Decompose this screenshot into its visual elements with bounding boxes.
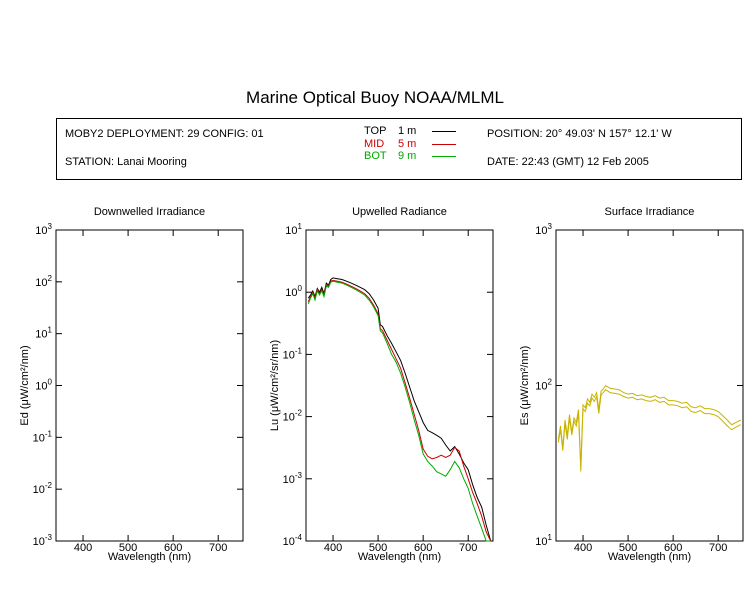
- x-tick-label: 500: [369, 542, 387, 554]
- y-tick-label: 101: [535, 533, 552, 548]
- y-tick-label: 102: [35, 274, 52, 289]
- series-line-1-2: [307, 280, 491, 542]
- series-line-2-1: [557, 389, 741, 472]
- legend-item-bot: BOT 9 m: [364, 150, 456, 162]
- info-box: MOBY2 DEPLOYMENT: 29 CONFIG: 01 STATION:…: [56, 118, 742, 180]
- x-tick-label: 500: [119, 542, 137, 554]
- y-tick-label: 10-3: [33, 533, 53, 548]
- legend-depth: 1 m: [398, 125, 417, 137]
- legend-line: [432, 155, 456, 157]
- x-axis-label: Wavelength (nm): [358, 551, 441, 563]
- y-tick-label: 101: [285, 222, 302, 237]
- y-tick-label: 10-1: [33, 429, 53, 444]
- x-tick-label: 600: [664, 542, 682, 554]
- series-line-1-1: [307, 279, 492, 542]
- date-text: DATE: 22:43 (GMT) 12 Feb 2005: [487, 156, 649, 168]
- legend-line: [432, 143, 456, 145]
- y-tick-label: 10-1: [283, 346, 303, 361]
- y-tick-label: 103: [35, 222, 52, 237]
- position-text: POSITION: 20° 49.03' N 157° 12.1' W: [487, 128, 672, 140]
- chart-title: Upwelled Radiance: [352, 206, 447, 218]
- y-axis-label: Ed (μW/cm²/nm): [19, 345, 31, 425]
- y-tick-label: 10-2: [283, 409, 303, 424]
- y-tick-label: 102: [535, 378, 552, 393]
- x-tick-label: 600: [414, 542, 432, 554]
- x-tick-label: 400: [324, 542, 342, 554]
- legend-depth: 9 m: [398, 150, 417, 162]
- chart-title: Downwelled Irradiance: [94, 206, 205, 218]
- legend-line: [432, 130, 456, 132]
- legend-label: BOT: [364, 150, 387, 162]
- series-line-2-0: [557, 384, 741, 467]
- x-tick-label: 700: [459, 542, 477, 554]
- y-tick-label: 10-2: [33, 481, 53, 496]
- legend-label: MID: [364, 138, 385, 150]
- y-tick-label: 101: [35, 326, 52, 341]
- plot-frame: [305, 229, 494, 542]
- legend-label: TOP: [364, 125, 387, 137]
- y-tick-label: 103: [535, 222, 552, 237]
- series-line-1-0: [307, 277, 492, 542]
- plot-frame: [555, 229, 744, 542]
- x-tick-label: 400: [574, 542, 592, 554]
- y-tick-label: 100: [285, 284, 302, 299]
- chart-title: Surface Irradiance: [605, 206, 695, 218]
- x-tick-label: 700: [709, 542, 727, 554]
- deployment-text: MOBY2 DEPLOYMENT: 29 CONFIG: 01: [65, 128, 264, 140]
- x-tick-label: 400: [74, 542, 92, 554]
- y-tick-label: 10-4: [283, 533, 303, 548]
- x-tick-label: 500: [619, 542, 637, 554]
- y-axis-label: Lu (μW/cm²/sr/nm): [269, 340, 281, 431]
- y-tick-label: 10-3: [283, 471, 303, 486]
- x-axis-label: Wavelength (nm): [608, 551, 691, 563]
- x-tick-label: 600: [164, 542, 182, 554]
- station-text: STATION: Lanai Mooring: [65, 156, 187, 168]
- plot-frame: [55, 229, 244, 542]
- legend-item-top: TOP 1 m: [364, 125, 456, 137]
- x-axis-label: Wavelength (nm): [108, 551, 191, 563]
- page-title: Marine Optical Buoy NOAA/MLML: [246, 88, 504, 107]
- y-axis-label: Es (μW/cm²/nm): [519, 346, 531, 426]
- x-tick-label: 700: [209, 542, 227, 554]
- y-tick-label: 100: [35, 378, 52, 393]
- legend-item-mid: MID 5 m: [364, 138, 456, 150]
- legend-depth: 5 m: [398, 138, 417, 150]
